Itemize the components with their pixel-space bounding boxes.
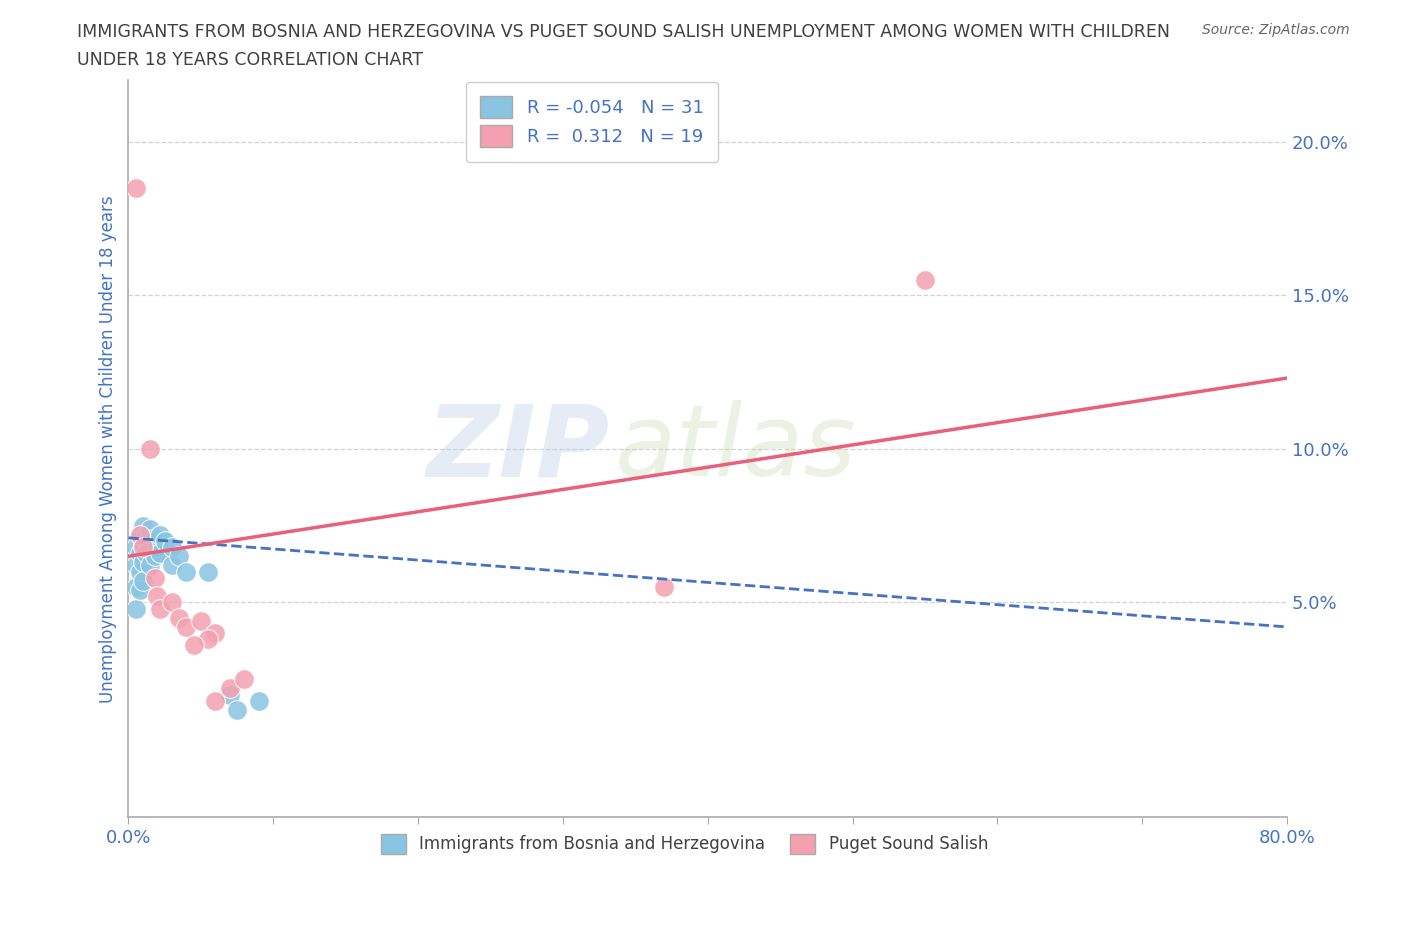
Point (218, 681, 240, 696)
Point (135, 527, 157, 542)
Point (146, 589, 169, 604)
Point (914, 272, 936, 287)
Text: atlas: atlas (614, 400, 856, 498)
Point (143, 530, 166, 545)
Point (132, 537, 155, 551)
Point (226, 702, 249, 717)
Point (132, 555, 155, 570)
Point (135, 546, 157, 561)
Point (125, 539, 148, 554)
Point (129, 565, 152, 579)
Point (146, 539, 169, 554)
Point (183, 638, 205, 653)
Point (149, 527, 172, 542)
Point (143, 549, 166, 564)
Point (149, 601, 172, 616)
Point (132, 574, 155, 589)
Point (139, 558, 162, 573)
Point (160, 539, 183, 554)
Point (129, 527, 152, 542)
Point (139, 539, 162, 554)
Point (247, 693, 270, 708)
Text: Source: ZipAtlas.com: Source: ZipAtlas.com (1202, 23, 1350, 37)
Text: ZIP: ZIP (426, 400, 609, 498)
Point (139, 521, 162, 536)
Point (176, 565, 198, 579)
Point (132, 539, 155, 554)
Point (129, 527, 152, 542)
Point (153, 534, 176, 549)
Point (143, 570, 166, 585)
Point (125, 558, 148, 573)
Legend: Immigrants from Bosnia and Herzegovina, Puget Sound Salish: Immigrants from Bosnia and Herzegovina, … (374, 827, 994, 860)
Point (129, 582, 152, 597)
Point (197, 565, 219, 579)
Point (129, 546, 152, 561)
Text: IMMIGRANTS FROM BOSNIA AND HERZEGOVINA VS PUGET SOUND SALISH UNEMPLOYMENT AMONG : IMMIGRANTS FROM BOSNIA AND HERZEGOVINA V… (77, 23, 1170, 41)
Point (197, 631, 219, 646)
Point (176, 619, 198, 634)
Point (139, 442, 162, 457)
Point (204, 626, 226, 641)
Point (167, 610, 190, 625)
Point (233, 671, 256, 686)
Point (160, 558, 183, 573)
Y-axis label: Unemployment Among Women with Children Under 18 years: Unemployment Among Women with Children U… (100, 195, 117, 702)
Point (125, 601, 148, 616)
Point (149, 546, 172, 561)
Text: UNDER 18 YEARS CORRELATION CHART: UNDER 18 YEARS CORRELATION CHART (77, 51, 423, 69)
Point (125, 579, 148, 594)
Point (218, 687, 240, 702)
Point (160, 595, 183, 610)
Point (204, 693, 226, 708)
Point (652, 579, 675, 594)
Point (132, 518, 155, 533)
Point (125, 180, 148, 195)
Point (167, 549, 190, 564)
Point (190, 614, 212, 629)
